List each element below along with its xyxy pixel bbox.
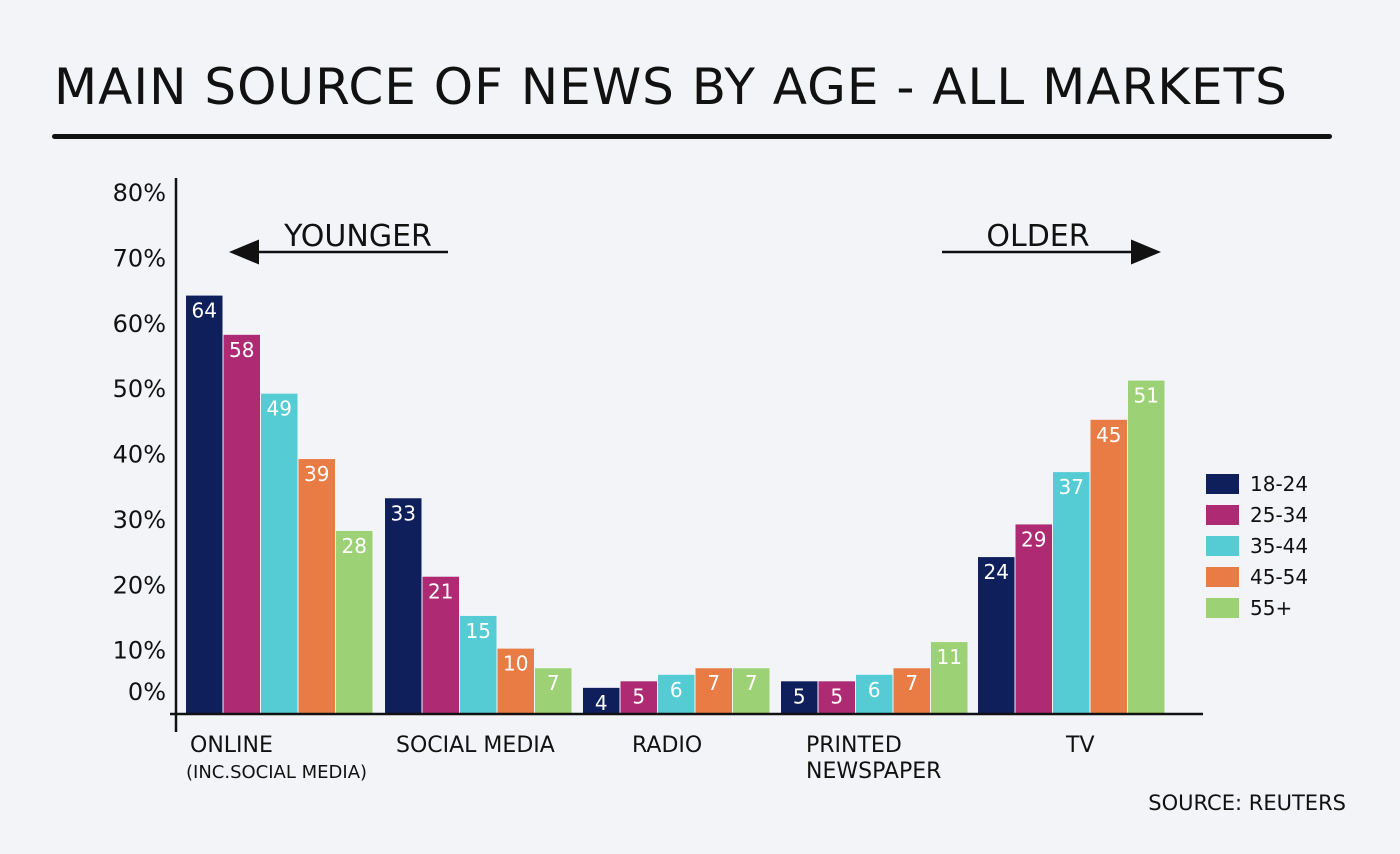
- bar-group: 33 21 15 10 7: [385, 498, 572, 714]
- bar-value-label: 15: [466, 619, 491, 643]
- bar-value-label: 6: [868, 678, 881, 702]
- bar-value-label: 6: [670, 678, 683, 702]
- bar: [1015, 524, 1052, 714]
- y-tick-label: 80%: [113, 179, 166, 207]
- bar-value-label: 5: [793, 684, 806, 708]
- legend-label: 55+: [1250, 596, 1292, 620]
- bar-value-label: 64: [192, 299, 217, 323]
- bar: [658, 674, 695, 714]
- younger-label: YOUNGER: [283, 219, 432, 254]
- bar-value-label: 7: [905, 671, 918, 695]
- y-tick-label: 0%: [128, 678, 166, 706]
- bar-value-label: 28: [342, 534, 367, 558]
- bar-value-label: 39: [304, 462, 329, 486]
- bar: [620, 681, 657, 714]
- bar: [978, 557, 1015, 714]
- legend-swatch: [1206, 567, 1239, 587]
- bar: [818, 681, 855, 714]
- bar-value-label: 29: [1021, 527, 1046, 551]
- bar-value-label: 4: [595, 691, 608, 715]
- bar: [223, 334, 260, 714]
- x-category-label: RADIO: [632, 733, 702, 758]
- bar: [1090, 419, 1127, 714]
- title-underline: [52, 134, 1332, 139]
- bar-value-label: 45: [1096, 423, 1121, 447]
- bar-value-label: 24: [984, 560, 1009, 584]
- x-category-label: TV: [1065, 733, 1095, 758]
- bar: [733, 668, 770, 714]
- source-note: SOURCE: REUTERS: [1148, 791, 1346, 815]
- bar-value-label: 10: [503, 652, 528, 676]
- bar: [460, 615, 497, 714]
- y-tick-label: 10%: [113, 637, 166, 665]
- y-tick-label: 60%: [113, 310, 166, 338]
- bar-value-label: 7: [707, 671, 720, 695]
- bar-value-label: 21: [428, 580, 453, 604]
- legend-swatch: [1206, 505, 1239, 525]
- bar-value-label: 5: [632, 684, 645, 708]
- legend-label: 25-34: [1250, 503, 1308, 527]
- bar: [893, 668, 930, 714]
- older-label: OLDER: [986, 219, 1089, 254]
- bar-value-label: 37: [1059, 475, 1084, 499]
- y-tick-label: 50%: [113, 375, 166, 403]
- legend: 18-24 25-34 35-44 45-54 55+: [1206, 472, 1308, 620]
- bar: [186, 295, 223, 714]
- x-axis-labels: ONLINE (INC.SOCIAL MEDIA) SOCIAL MEDIA RADI…: [186, 733, 1095, 784]
- bar: [583, 687, 620, 714]
- younger-annotation: YOUNGER: [229, 219, 448, 265]
- y-tick-label: 20%: [113, 571, 166, 599]
- bar-group: 64 58 49 39 28: [186, 295, 373, 714]
- bar: [695, 668, 732, 714]
- bar-value-label: 7: [547, 671, 560, 695]
- older-annotation: OLDER: [942, 219, 1161, 265]
- bar: [856, 674, 893, 714]
- bar-group: 24 29 37 45 51: [978, 380, 1165, 714]
- legend-swatch: [1206, 598, 1239, 618]
- legend-label: 35-44: [1250, 534, 1308, 558]
- y-tick-label: 30%: [113, 506, 166, 534]
- legend-swatch: [1206, 536, 1239, 556]
- legend-swatch: [1206, 474, 1239, 494]
- chart-title: MAIN SOURCE OF NEWS BY AGE - ALL MARKETS: [54, 58, 1288, 116]
- bar: [422, 576, 459, 714]
- bar: [931, 642, 968, 714]
- legend-label: 18-24: [1250, 472, 1308, 496]
- x-category-label: ONLINE: [190, 733, 273, 758]
- bar: [298, 459, 335, 714]
- bar-value-label: 33: [391, 501, 416, 525]
- x-category-label: (INC.SOCIAL MEDIA): [186, 762, 367, 783]
- bar: [385, 498, 422, 714]
- x-category-label: NEWSPAPER: [806, 759, 941, 784]
- y-tick-label: 70%: [113, 244, 166, 272]
- x-category-label: SOCIAL MEDIA: [396, 733, 555, 758]
- bar-value-label: 58: [229, 338, 254, 362]
- x-category-label: PRINTED: [806, 733, 902, 758]
- bar-value-label: 7: [745, 671, 758, 695]
- bar-value-label: 11: [937, 645, 962, 669]
- bar-group: 5 5 6 7 11: [781, 642, 968, 714]
- bar-value-label: 49: [267, 397, 292, 421]
- bar: [261, 393, 298, 714]
- bar: [497, 648, 534, 714]
- bar-value-label: 51: [1134, 384, 1159, 408]
- bar: [781, 681, 818, 714]
- bar-value-label: 5: [830, 684, 843, 708]
- bar: [535, 668, 572, 714]
- bar: [1128, 380, 1165, 714]
- bar: [1053, 472, 1090, 714]
- y-tick-label: 40%: [113, 441, 166, 469]
- bar: [336, 530, 373, 714]
- y-axis: 0% 10% 20% 30% 40% 50% 60% 70% 80%: [113, 179, 166, 706]
- legend-label: 45-54: [1250, 565, 1308, 589]
